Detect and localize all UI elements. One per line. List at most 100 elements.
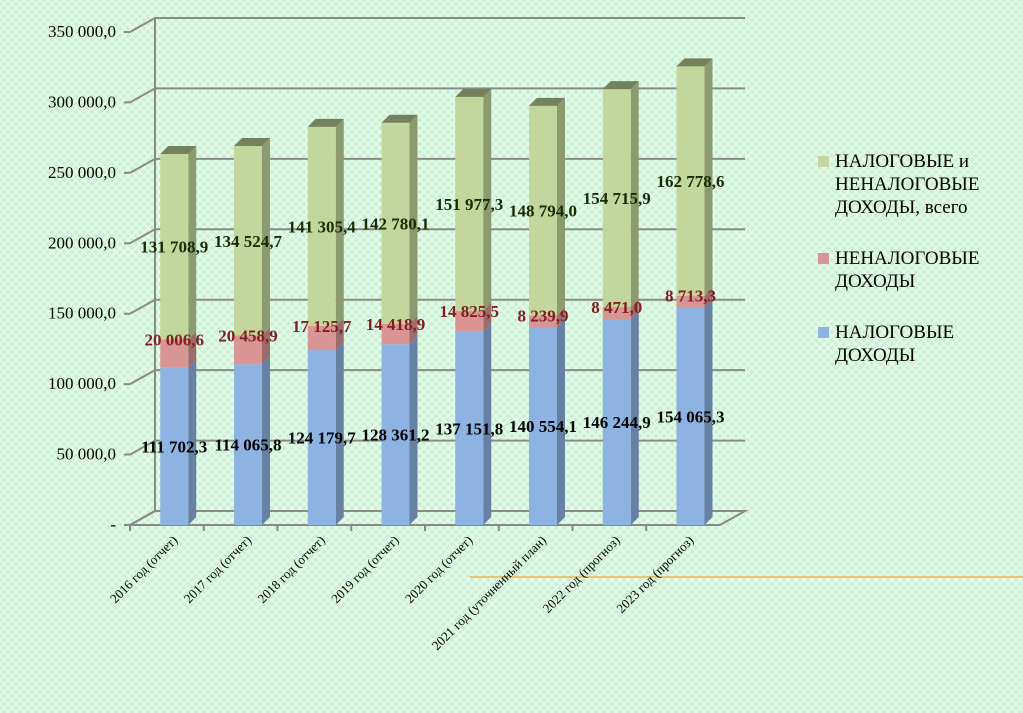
y-tick-label: 100 000,0 [48,374,116,393]
legend-item: НЕНАЛОГОВЫЕ ДОХОДЫ [818,247,1023,293]
bar-side [409,114,418,324]
bar-side [483,88,492,311]
bar [676,307,705,525]
bar-side [335,118,344,326]
bar [234,364,262,525]
legend-item: НАЛОГОВЫЕ и НЕНАЛОГОВЫЕ ДОХОДЫ, всего [818,150,1023,219]
bar [234,335,262,365]
bar-side [557,307,565,328]
data-label: 128 361,2 [362,426,430,445]
bar [160,339,189,368]
data-label: 154 065,3 [657,407,725,426]
data-label: 17 125,7 [292,317,352,336]
bar-side [335,342,344,525]
bar-side [557,97,565,316]
bar [529,315,557,328]
data-label: 137 151,8 [435,419,503,438]
data-label: 111 702,3 [141,437,207,456]
grid-line [129,87,745,104]
bar [307,126,336,326]
legend-swatch [818,156,829,167]
data-label: 151 977,3 [435,195,503,214]
data-label: 141 305,4 [288,217,357,236]
bar [602,319,631,525]
bar-side [188,359,197,525]
data-label: 154 715,9 [583,189,651,208]
bar-side [704,299,713,525]
bar-side [409,336,418,525]
bar [160,153,189,340]
bar [602,307,631,320]
bar-side [262,356,270,525]
legend-label: НАЛОГОВЫЕ и НЕНАЛОГОВЫЕ ДОХОДЫ, всего [835,151,980,218]
data-label: 20 006,6 [145,330,205,349]
bar-side [262,138,270,336]
bar-top [602,81,639,90]
y-tick-label: 350 000,0 [48,22,116,41]
bar-top [455,88,492,97]
bar-side [557,319,565,525]
bar [381,344,410,525]
data-label: 134 524,7 [214,232,283,251]
data-label: 114 065,8 [214,436,281,455]
bar-top [381,114,418,123]
bar-side [630,81,639,308]
bar [455,310,484,332]
data-label: 146 244,9 [583,413,651,432]
bar-top [529,97,565,106]
bar-top [234,138,270,147]
bar [307,325,336,351]
bar [529,327,557,525]
data-label: 8 713,3 [665,287,716,306]
bar-side [704,58,713,296]
bar-side [630,299,639,320]
legend-swatch [818,327,829,338]
bar [381,122,410,324]
bar [160,367,189,525]
y-tick-label: 200 000,0 [48,233,116,252]
data-label: 140 554,1 [509,417,577,436]
bar-side [188,145,197,340]
y-tick-label: 250 000,0 [48,163,116,182]
grid-line [129,17,745,33]
data-label: 162 778,6 [657,172,725,191]
legend-item: НАЛОГОВЫЕ ДОХОДЫ [818,321,1023,367]
bar-side [704,287,713,308]
bar-top [160,145,197,154]
data-label: 8 471,0 [591,298,642,317]
data-label: 142 780,1 [362,214,430,233]
y-tick-label: 300 000,0 [48,92,116,111]
data-label: 20 458,9 [218,327,278,346]
bar-side [630,311,639,525]
y-tick-label: 150 000,0 [48,304,116,323]
bar [381,323,410,345]
bar [529,105,557,316]
bar-top [307,118,344,127]
bar-side [483,323,492,525]
bar-side [483,302,492,332]
data-label: 131 708,9 [140,238,208,257]
bar-side [409,315,418,345]
data-label: 14 418,9 [366,315,426,334]
y-tick-label: - [110,515,116,534]
bar-side [335,317,344,351]
legend: НАЛОГОВЫЕ и НЕНАЛОГОВЫЕ ДОХОДЫ, всего НЕН… [818,150,1023,395]
data-label: 8 239,9 [518,306,569,325]
data-label: 124 179,7 [288,429,357,448]
bar [676,295,705,308]
bar [455,96,484,311]
legend-label: НЕНАЛОГОВЫЕ ДОХОДЫ [835,248,980,292]
legend-label: НАЛОГОВЫЕ ДОХОДЫ [835,322,955,366]
bar [234,146,262,336]
bar-top [676,58,713,67]
bar-side [262,327,270,365]
bar [676,66,705,296]
data-label: 148 794,0 [509,202,577,221]
y-tick-label: 50 000,0 [57,445,117,464]
legend-swatch [818,253,829,264]
bar-side [188,331,197,368]
data-label: 14 825,5 [440,302,500,321]
bar [455,331,484,525]
